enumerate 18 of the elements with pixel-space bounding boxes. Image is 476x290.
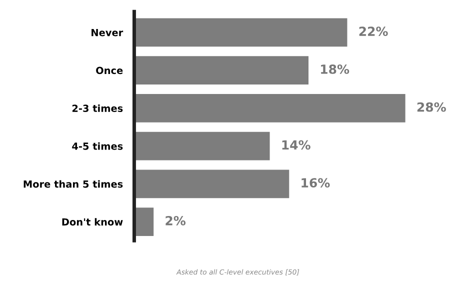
y-tick-label: Never <box>92 29 124 36</box>
y-tick-label: Don't know <box>62 218 123 226</box>
y-tick-label: 4-5 times <box>72 142 123 150</box>
y-tick-label: 2-3 times <box>72 104 123 112</box>
bar <box>134 208 154 236</box>
data-label: 18% <box>321 64 350 74</box>
data-label: 2% <box>166 216 186 226</box>
bar <box>134 56 308 84</box>
data-label: 14% <box>282 140 310 150</box>
data-label: 16% <box>302 178 330 188</box>
bar <box>134 132 270 160</box>
data-label: 28% <box>417 102 446 112</box>
y-tick-label: Once <box>96 66 123 74</box>
bar <box>134 18 348 47</box>
data-label: 22% <box>359 26 388 36</box>
bar <box>134 170 290 198</box>
bar <box>134 94 406 122</box>
y-tick-label: More than 5 times <box>24 180 123 188</box>
